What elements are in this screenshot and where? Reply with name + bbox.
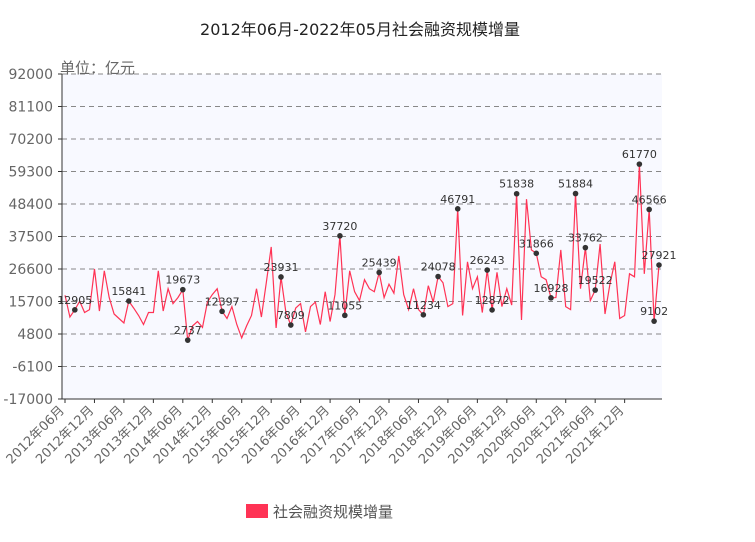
data-label: 11234	[406, 299, 441, 312]
data-point[interactable]	[533, 250, 540, 257]
legend-swatch[interactable]	[246, 504, 268, 518]
data-point[interactable]	[435, 273, 441, 280]
y-tick-label: 92000	[8, 67, 53, 83]
data-point[interactable]	[636, 161, 643, 167]
data-label: 46791	[440, 193, 475, 206]
y-tick-label: 15700	[8, 295, 53, 311]
y-tick-label: 37500	[8, 230, 53, 246]
data-label: 19522	[578, 274, 613, 287]
data-point[interactable]	[278, 274, 284, 280]
x-axis-ticks: 2012年06月2012年12月2013年06月2013年12月2014年06月…	[4, 399, 627, 467]
data-point[interactable]	[582, 244, 589, 251]
y-tick-label: 4800	[17, 327, 53, 343]
y-tick-label: 81100	[8, 100, 53, 116]
data-point[interactable]	[376, 269, 382, 276]
y-tick-label: -17000	[3, 392, 53, 408]
data-label: 16928	[534, 282, 569, 295]
data-point[interactable]	[219, 308, 225, 315]
data-point[interactable]	[337, 233, 343, 239]
data-point[interactable]	[180, 286, 186, 293]
data-label: 61770	[622, 148, 657, 161]
y-tick-label: 26600	[8, 262, 53, 278]
data-label: 7809	[277, 309, 305, 322]
data-point[interactable]	[572, 190, 579, 197]
data-label: 15841	[111, 285, 146, 298]
data-label: 37720	[322, 220, 357, 233]
data-label: 51838	[499, 178, 534, 191]
data-point[interactable]	[184, 337, 191, 343]
data-point[interactable]	[72, 307, 78, 313]
y-axis-unit-label: 单位：亿元	[60, 59, 135, 77]
data-point[interactable]	[288, 322, 294, 328]
data-point[interactable]	[489, 307, 495, 313]
y-tick-label: 48400	[8, 197, 53, 213]
data-point[interactable]	[342, 312, 348, 319]
data-label: 9102	[640, 305, 668, 318]
data-point[interactable]	[656, 262, 662, 268]
data-label: 23931	[264, 261, 299, 274]
legend-label[interactable]: 社会融资规模增量	[273, 503, 393, 521]
data-point[interactable]	[484, 267, 490, 273]
series-line	[64, 164, 660, 341]
data-label: 19673	[165, 274, 200, 287]
data-point[interactable]	[592, 287, 598, 293]
data-label: 33762	[568, 232, 603, 245]
data-label: 31866	[519, 237, 554, 250]
data-point[interactable]	[646, 206, 652, 213]
chart-title: 2012年06月-2022年05月社会融资规模增量	[200, 20, 520, 39]
y-tick-label: 59300	[8, 165, 53, 181]
data-label: 12397	[205, 295, 240, 308]
data-label: 2737	[174, 324, 202, 337]
data-point[interactable]	[126, 298, 132, 304]
labeled-points: 12905 15841 19673 2737 12397 23931 7809 37720 11…	[57, 148, 677, 343]
data-point[interactable]	[454, 205, 461, 212]
data-label: 11055	[327, 299, 362, 312]
data-label: 51884	[558, 178, 593, 191]
data-label: 27921	[642, 249, 677, 262]
y-tick-label: -6100	[12, 360, 53, 376]
data-point[interactable]	[548, 295, 554, 301]
y-tick-label: 70200	[8, 132, 53, 148]
data-label: 25439	[362, 256, 397, 269]
data-label: 24078	[421, 261, 456, 274]
data-point[interactable]	[420, 312, 427, 318]
data-point[interactable]	[651, 318, 657, 324]
data-point[interactable]	[513, 190, 520, 197]
data-label: 12905	[57, 294, 92, 307]
data-label: 26243	[470, 254, 505, 267]
data-label: 12872	[475, 294, 510, 307]
data-label: 46566	[632, 193, 667, 206]
y-axis-ticks: 92000 81100 70200 59300 48400 37500 26600 15700…	[3, 67, 62, 408]
